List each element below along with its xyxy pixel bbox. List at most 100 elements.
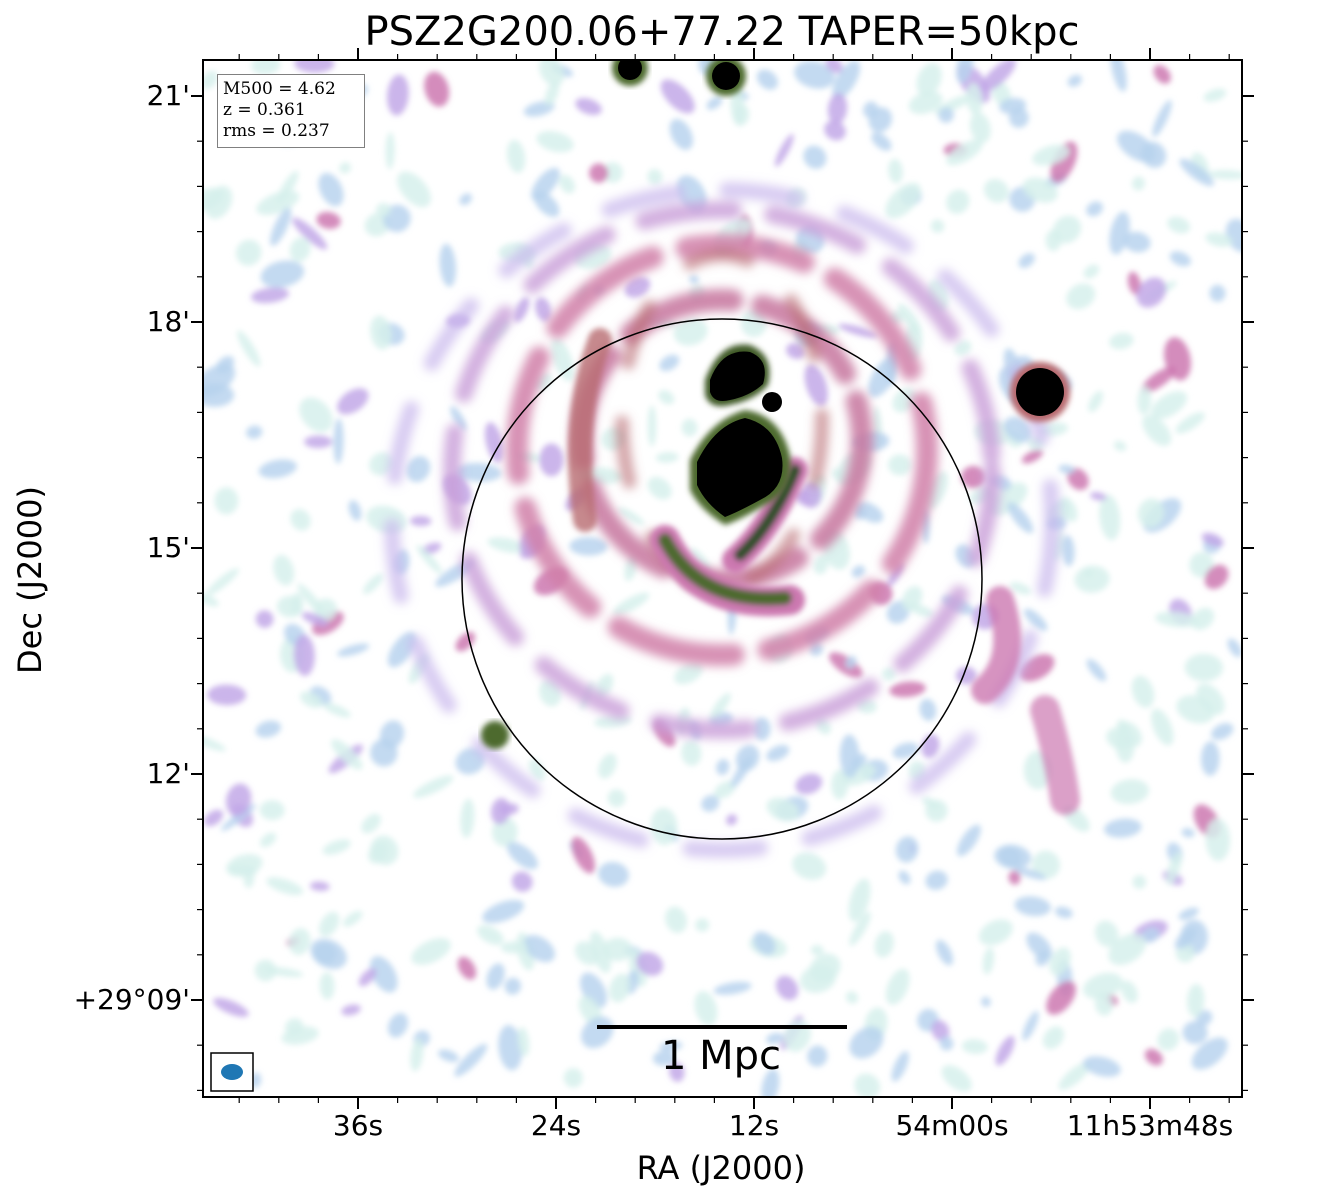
noise-blob [318, 172, 344, 207]
noise-blob [1191, 1037, 1228, 1070]
noise-blob [624, 276, 651, 298]
noise-blob [544, 81, 560, 106]
noise-blob [1022, 1010, 1039, 1041]
noise-blob [333, 418, 344, 464]
noise-blob [255, 610, 274, 628]
noise-blob [689, 275, 699, 284]
noise-blob [1042, 1026, 1065, 1050]
noise-blob [498, 1024, 523, 1071]
noise-blob [690, 547, 712, 572]
noise-blob [203, 809, 224, 827]
noise-blob [1184, 653, 1223, 682]
noise-blob [1167, 216, 1191, 234]
noise-blob [363, 573, 384, 595]
noise-blob [348, 500, 362, 521]
noise-blob [290, 509, 311, 531]
noise-blob [258, 459, 297, 479]
noise-blob [214, 487, 239, 515]
r500-circle [461, 318, 983, 840]
noise-blob [1014, 896, 1051, 917]
noise-blob [753, 931, 776, 955]
noise-blob [916, 62, 942, 97]
noise-blob [319, 911, 340, 937]
noise-blob [539, 679, 562, 707]
noise-blob [511, 871, 533, 892]
ra-tick-24s: 24s [530, 1109, 582, 1142]
redshift-label: z = 0.361 [223, 100, 306, 120]
noise-blob [304, 435, 333, 449]
noise-blob [1086, 201, 1104, 217]
ra-tick-12s: 12s [728, 1109, 780, 1142]
axis-ticks [191, 48, 1254, 1109]
noise-blob [539, 60, 565, 87]
noise-blob [1099, 494, 1121, 541]
noise-blob [1200, 741, 1220, 776]
noise-blob [1123, 231, 1151, 253]
noise-blob [1187, 983, 1205, 1018]
noise-blob [1175, 412, 1205, 434]
noise-blob [888, 158, 903, 184]
noise-blob [1095, 920, 1119, 947]
noise-blob [966, 82, 983, 116]
noise-blob [845, 655, 857, 669]
noise-blob [982, 947, 995, 975]
noise-blob [455, 747, 486, 775]
noise-blob [961, 465, 986, 489]
noise-blob [774, 133, 794, 167]
noise-blob [523, 934, 556, 963]
noise-blob [484, 422, 504, 463]
noise-blob [761, 1068, 780, 1097]
noise-blob [954, 340, 972, 356]
noise-blob [660, 79, 695, 114]
noise-blob [713, 780, 737, 799]
noise-blob [289, 237, 311, 262]
noise-blob [766, 744, 790, 762]
noise-blob [386, 74, 409, 116]
noise-blob [1201, 532, 1224, 547]
noise-blob [294, 60, 335, 73]
noise-blob [207, 684, 247, 706]
noise-blob [300, 691, 323, 708]
noise-blob [803, 145, 827, 169]
noise-blob [618, 507, 645, 526]
noise-blob [701, 795, 720, 812]
noise-blob [277, 170, 299, 204]
noise-blob [786, 343, 805, 360]
noise-blob [1052, 215, 1082, 244]
noise-blob [1205, 818, 1231, 861]
noise-blob [848, 878, 871, 922]
noise-blob [961, 1039, 988, 1054]
dec-tick-15: 15' [146, 531, 190, 564]
noise-blob [316, 211, 341, 229]
noise-blob [1026, 932, 1053, 960]
noise-blob [1007, 502, 1034, 534]
dec-tick-21: 21' [146, 79, 190, 112]
noise-blob [339, 162, 351, 174]
noise-blob [1204, 564, 1229, 590]
noise-blob [851, 565, 866, 578]
noise-blob [1151, 391, 1187, 419]
noise-blob [655, 452, 679, 463]
noise-blob [1189, 552, 1214, 578]
noise-blob [424, 71, 450, 107]
noise-blob [891, 1051, 909, 1082]
noise-blob [892, 388, 916, 413]
noise-blob [341, 1004, 361, 1016]
noise-blob [863, 101, 879, 118]
noise-blob [457, 956, 477, 980]
noise-blob [255, 720, 282, 738]
dec-tick-09: +29°09' [73, 983, 190, 1016]
noise-blob [845, 991, 859, 1004]
noise-blob [310, 938, 347, 970]
noise-blob [487, 537, 528, 554]
noise-blob [1131, 176, 1146, 191]
noise-blob [1203, 88, 1227, 102]
noise-blob [370, 315, 392, 350]
noise-blob [1094, 991, 1114, 1016]
noise-blob [710, 692, 731, 720]
noise-blob [766, 797, 800, 822]
x-axis-title: RA (J2000) [636, 1149, 806, 1187]
noise-blob [1083, 972, 1123, 999]
noise-blob [569, 536, 608, 556]
noise-blob [266, 877, 304, 896]
